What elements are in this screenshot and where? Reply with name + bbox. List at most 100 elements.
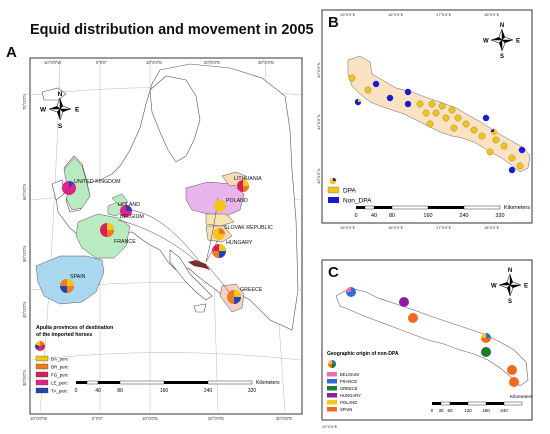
scale-a-tick-2: 80: [117, 388, 123, 394]
panel-c-letter: C: [328, 264, 339, 281]
scale-bar-a: 0 40 80 160 240 320 Kilometers: [75, 380, 281, 394]
lat-left-1: 70°0'0"N: [22, 94, 27, 110]
lat-left-2: 41°0'0"N: [316, 114, 321, 130]
compass-n: N: [500, 23, 504, 29]
legend-label-dpa: DPA: [343, 188, 357, 195]
legend-swatch-dpa: [327, 186, 340, 194]
scale-a-tick-1: 40: [95, 388, 101, 394]
legend-c-title: Geographic origin of non-DPA: [327, 351, 399, 357]
label-hungary: HUNGARY: [226, 240, 253, 246]
legend-a-item-3: LE_perc: [35, 379, 69, 386]
scale-b-tick-2: 80: [389, 213, 395, 219]
legend-swatch: [327, 400, 337, 405]
legend-a-title-2: of the imported horses: [36, 332, 92, 338]
lon-top-4: 20°0'0"E: [204, 60, 220, 65]
scale-c-tick-1: 30: [438, 408, 444, 413]
compass-e: E: [516, 39, 520, 45]
compass-n: N: [508, 268, 512, 274]
point-c-5: [481, 347, 491, 357]
lon-bottom-3: 17°0'0"E: [436, 225, 452, 230]
legend-c-item-2: GREECE: [327, 386, 358, 391]
legend-a: Apulia provinces of destination of the i…: [35, 325, 113, 394]
legend-a-item-0: BA_perc: [35, 355, 69, 362]
legend-c-item-0: BELGIUM: [327, 372, 359, 377]
panel-b-graticule-labels: 15°0'0"E 16°0'0"E 17°0'0"E 18°0'0"E 15°0…: [316, 12, 500, 230]
legend-c-items: BELGIUM FRANCE GREECE HUNGARY POLAND: [327, 372, 361, 412]
legend-swatch-non-dpa: [328, 197, 339, 203]
lat-left-1: 42°0'0"N: [316, 62, 321, 78]
panel-a-letter: A: [6, 44, 17, 61]
legend-b-pie-symbol: [329, 177, 337, 185]
legend-label: FRANCE: [340, 379, 357, 384]
lon-bottom-2: 16°0'0"E: [388, 225, 404, 230]
dpa-points: [348, 74, 524, 170]
legend-label: BR_perc: [51, 365, 69, 370]
point-c-6: [507, 365, 517, 375]
scale-a-tick-4: 240: [204, 388, 213, 394]
lat-left-5: 30°0'0"N: [22, 370, 27, 386]
legend-swatch: [327, 379, 337, 384]
scale-b-unit: Kilometers: [504, 205, 530, 211]
legend-c-item-5: SPAIN: [327, 407, 352, 412]
compass-w: W: [40, 107, 47, 114]
legend-label: GREECE: [340, 386, 358, 391]
scale-b-tick-4: 240: [459, 213, 468, 219]
compass-rose-b: N S E W: [483, 23, 520, 60]
label-slovak-republic: SLOVAK REPUBLIC: [224, 225, 273, 231]
scale-b-tick-3: 160: [423, 213, 432, 219]
legend-c-item-1: FRANCE: [327, 379, 357, 384]
lon-bottom-3: 10°0'0"E: [142, 416, 158, 421]
label-spain: SPAIN: [70, 274, 86, 280]
point-c-3: [408, 313, 418, 323]
legend-c-item-4: POLAND: [327, 400, 357, 405]
panel-c-points: [346, 287, 519, 387]
compass-n: N: [58, 91, 63, 98]
pie-slovak-republic: [213, 228, 225, 240]
lon-bottom-2: 0°0'0": [92, 416, 103, 421]
panel-c: N S E W Geographic origin of non-DPA BEL…: [321, 259, 534, 429]
pie-holand: [120, 205, 132, 217]
label-holand: HOLAND: [118, 202, 140, 208]
scale-a-tick-0: 0: [75, 388, 78, 394]
label-belgium: BELGIUM: [120, 214, 144, 220]
panel-a: UNITED KINGDOM HOLAND BELGIUM FRANCE SPA…: [22, 57, 303, 421]
legend-swatch: [327, 372, 337, 377]
lon-bottom-5: 30°0'0"E: [276, 416, 292, 421]
legend-label: POLAND: [340, 400, 357, 405]
legend-c-pie-symbol: [328, 360, 336, 368]
lon-top-5: 30°0'0"E: [258, 60, 274, 65]
label-lithuania: LITHUANIA: [234, 176, 262, 182]
lon-bottom-4: 18°0'0"E: [484, 225, 500, 230]
label-united-kingdom: UNITED KINGDOM: [74, 179, 121, 185]
legend-a-title-1: Apulia provinces of destination: [36, 325, 113, 331]
pie-lithuania: [237, 180, 249, 192]
legend-a-items: BA_perc BR_perc FG_perc LE_perc TA_perc: [35, 355, 69, 394]
scale-c-tick-0: 0: [431, 408, 434, 413]
point-c-7: [509, 377, 519, 387]
compass-rose-c: N S E W: [491, 268, 528, 305]
compass-s: S: [508, 299, 512, 305]
compass-s: S: [500, 54, 504, 60]
panel-b: N S E W 15°0'0"E 16°0'0"E 17°0'0"E 18°0'…: [316, 9, 533, 230]
legend-label: BELGIUM: [340, 372, 359, 377]
legend-label-non-dpa: Non_DPA: [343, 198, 372, 205]
point-c-4: [481, 333, 491, 343]
lon-top-1: 10°0'0"W: [44, 60, 61, 65]
scale-c-tick-3: 120: [464, 408, 472, 413]
lon-top-3: 10°0'0"E: [146, 60, 162, 65]
lon-bottom-4: 20°0'0"E: [208, 416, 224, 421]
legend-b: DPA Non_DPA: [327, 177, 372, 205]
panel-c-corner-label: 10°0'0"E: [322, 424, 338, 429]
legend-swatch: [327, 386, 337, 391]
scale-bar-c: 0 30 60 120 180 240 Kilometers: [431, 394, 534, 413]
apulia-region-c: [335, 287, 529, 387]
lon-top-4: 18°0'0"E: [484, 12, 500, 17]
legend-label: SPAIN: [340, 407, 352, 412]
scale-a-tick-5: 320: [248, 388, 257, 394]
pie-spain: [60, 279, 74, 293]
legend-a-item-2: FG_perc: [35, 371, 69, 378]
pie-hungary: [212, 244, 226, 258]
point-c-2: [399, 297, 409, 307]
legend-c-item-3: HUNGARY: [327, 393, 361, 398]
